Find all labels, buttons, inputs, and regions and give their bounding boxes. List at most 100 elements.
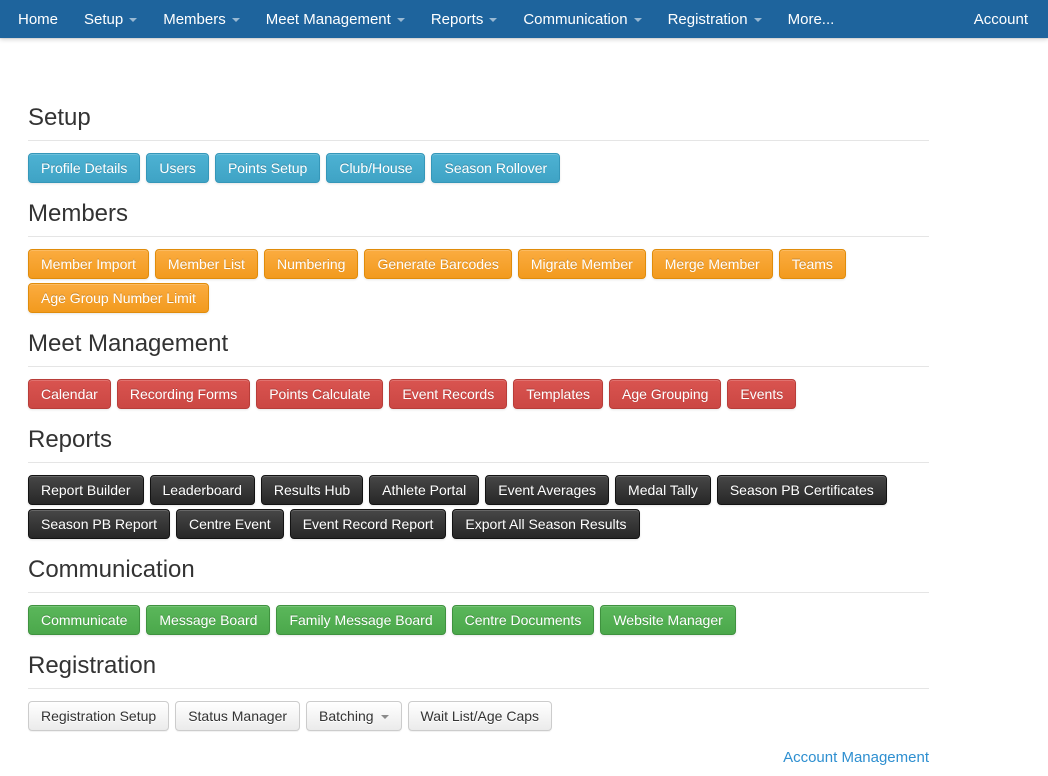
button-label: Family Message Board [289,612,433,628]
status-manager-button[interactable]: Status Manager [175,701,301,731]
templates-button[interactable]: Templates [513,379,604,409]
nav-item-account[interactable]: Account [973,10,1028,28]
club-house-button[interactable]: Club/House [326,153,426,183]
button-label: Leaderboard [162,482,242,498]
profile-details-button[interactable]: Profile Details [28,153,141,183]
export-all-season-results-button[interactable]: Export All Season Results [452,509,640,539]
recording-forms-button[interactable]: Recording Forms [116,379,251,409]
section-registration: Registration Registration Setup Status Man… [28,653,929,731]
top-navbar: Home Setup Members Meet Management Reports Co… [0,0,1048,38]
nav-item-communication[interactable]: Communication [510,0,654,38]
nav-item-label: Setup [84,10,124,28]
medal-tally-button[interactable]: Medal Tally [615,475,711,505]
numbering-button[interactable]: Numbering [263,249,359,279]
nav-item-members[interactable]: Members [150,0,253,38]
message-board-button[interactable]: Message Board [146,605,271,635]
caret-down-icon [633,18,642,22]
button-label: Status Manager [188,708,288,724]
button-label: Registration Setup [41,708,157,724]
nav-item-more[interactable]: More... [775,0,848,38]
button-label: Results Hub [273,482,351,498]
age-group-number-limit-button[interactable]: Age Group Number Limit [28,283,209,313]
points-setup-button[interactable]: Points Setup [214,153,321,183]
age-grouping-button[interactable]: Age Grouping [609,379,722,409]
button-row: Calendar Recording Forms Points Calculate E… [28,379,929,409]
centre-event-button[interactable]: Centre Event [175,509,284,539]
button-label: Club/House [339,160,413,176]
season-pb-report-button[interactable]: Season PB Report [28,509,170,539]
nav-item-label: Members [163,10,226,28]
points-calculate-button[interactable]: Points Calculate [256,379,384,409]
button-row: Member Import Member List Numbering Generat… [28,249,929,313]
teams-button[interactable]: Teams [778,249,846,279]
button-label: Centre Documents [464,612,582,628]
nav-item-label: Home [18,10,59,28]
family-message-board-button[interactable]: Family Message Board [276,605,446,635]
member-list-button[interactable]: Member List [154,249,258,279]
registration-setup-button[interactable]: Registration Setup [28,701,170,731]
nav-item-label: Meet Management [265,10,391,28]
report-builder-button[interactable]: Report Builder [28,475,144,505]
calendar-button[interactable]: Calendar [28,379,111,409]
migrate-member-button[interactable]: Migrate Member [517,249,646,279]
button-label: Generate Barcodes [377,256,499,272]
button-label: Centre Event [188,516,271,532]
button-label: Event Records [402,386,495,402]
button-label: Age Group Number Limit [41,290,196,306]
button-label: Merge Member [664,256,760,272]
navbar-menu: Home Setup Members Meet Management Reports Co… [5,0,847,38]
section-title-meet-management: Meet Management [28,331,929,367]
navbar-account-area: Account [961,0,1041,38]
caret-down-icon [380,715,389,719]
nav-item-setup[interactable]: Setup [71,0,150,38]
button-row: Registration Setup Status Manager Batching… [28,701,929,731]
event-records-button[interactable]: Event Records [389,379,508,409]
nav-item-reports[interactable]: Reports [418,0,511,38]
button-label: Batching [319,708,374,724]
communicate-button[interactable]: Communicate [28,605,141,635]
button-label: Profile Details [41,160,128,176]
section-meet-management: Meet Management Calendar Recording Forms Po… [28,331,929,409]
button-label: Calendar [41,386,98,402]
section-setup: Setup Profile Details Users Points Setup Clu… [28,105,929,183]
generate-barcodes-button[interactable]: Generate Barcodes [364,249,512,279]
button-label: Member List [167,256,245,272]
button-label: Users [159,160,196,176]
button-row: Profile Details Users Points Setup Club/Hou… [28,153,929,183]
centre-documents-button[interactable]: Centre Documents [451,605,595,635]
website-manager-button[interactable]: Website Manager [600,605,736,635]
button-label: Message Board [159,612,258,628]
users-button[interactable]: Users [146,153,209,183]
section-title-reports: Reports [28,427,929,463]
button-label: Event Record Report [302,516,434,532]
batching-button[interactable]: Batching [306,701,402,731]
member-import-button[interactable]: Member Import [28,249,149,279]
button-row: Report Builder Leaderboard Results Hub Athl… [28,475,929,539]
account-management-link[interactable]: Account Management [783,749,929,766]
button-label: Export All Season Results [465,516,627,532]
button-label: Report Builder [41,482,131,498]
button-label: Recording Forms [129,386,238,402]
nav-item-home[interactable]: Home [5,0,71,38]
wait-list-age-caps-button[interactable]: Wait List/Age Caps [407,701,553,731]
button-label: Templates [526,386,591,402]
button-label: Medal Tally [628,482,698,498]
footer-link-row: Account Management [28,749,929,766]
season-pb-certificates-button[interactable]: Season PB Certificates [716,475,887,505]
caret-down-icon [396,18,405,22]
events-button[interactable]: Events [727,379,797,409]
event-record-report-button[interactable]: Event Record Report [289,509,447,539]
merge-member-button[interactable]: Merge Member [651,249,773,279]
button-label: Season PB Report [41,516,157,532]
section-title-setup: Setup [28,105,929,141]
button-label: Communicate [41,612,128,628]
leaderboard-button[interactable]: Leaderboard [149,475,255,505]
results-hub-button[interactable]: Results Hub [260,475,364,505]
athlete-portal-button[interactable]: Athlete Portal [369,475,480,505]
nav-item-meet-management[interactable]: Meet Management [253,0,418,38]
season-rollover-button[interactable]: Season Rollover [431,153,561,183]
nav-item-label: Registration [667,10,748,28]
event-averages-button[interactable]: Event Averages [485,475,610,505]
section-title-communication: Communication [28,557,929,593]
nav-item-registration[interactable]: Registration [655,0,775,38]
